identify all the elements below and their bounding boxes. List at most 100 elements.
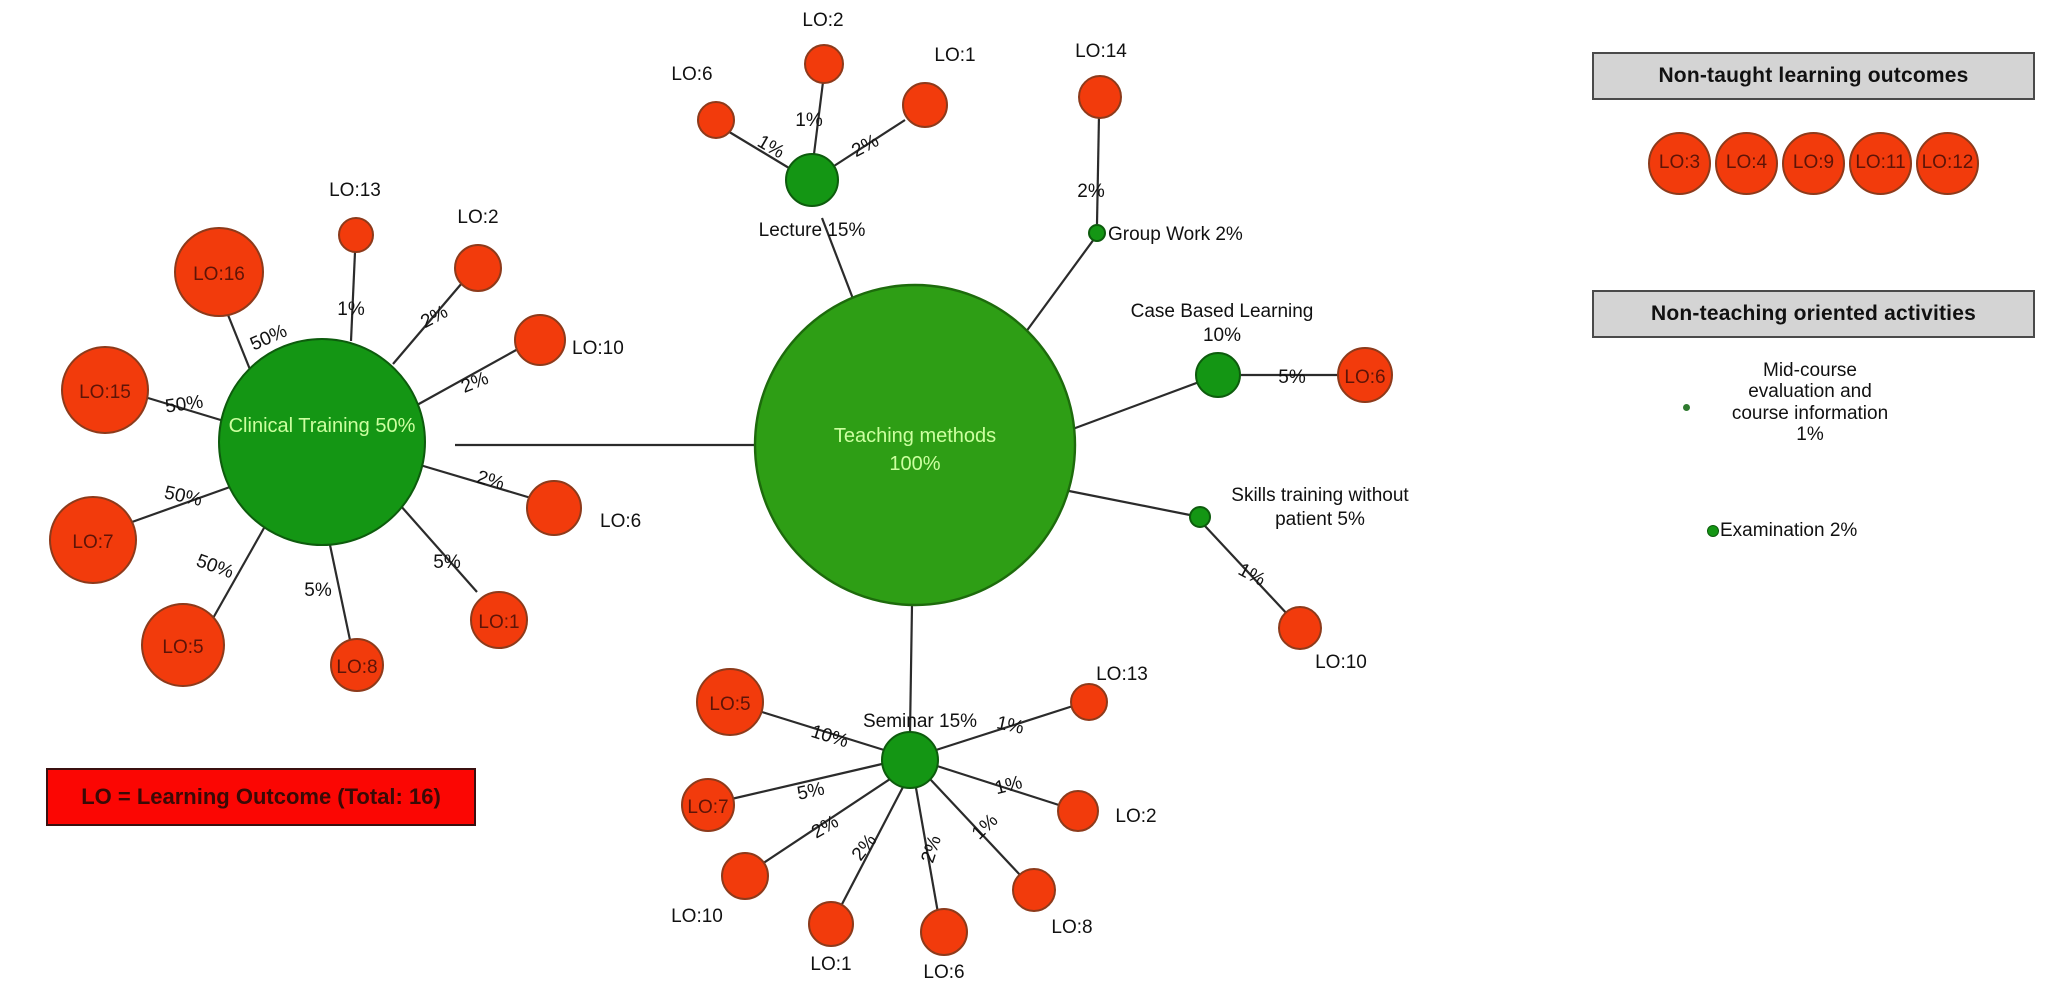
ct-leaf-lo13[interactable]: LO:13 1% xyxy=(329,180,381,320)
ct-lo16-label: LO:16 xyxy=(193,264,245,285)
node-skills-training[interactable]: Skills training without patient 5% xyxy=(1189,485,1409,530)
edge-sem-lo10 xyxy=(761,778,891,865)
lec-lo2-circle[interactable] xyxy=(804,44,844,84)
ct-lo16-circle[interactable] xyxy=(174,227,264,317)
edge-ct-lo13 xyxy=(349,251,357,342)
lec-leaf-lo6[interactable]: LO:6 1% xyxy=(671,64,788,163)
edge-gw-lo14 xyxy=(1095,114,1101,225)
sem-leaf-lo2[interactable]: LO:2 1% xyxy=(993,772,1157,832)
lec-leaf-lo2[interactable]: LO:2 1% xyxy=(795,10,844,131)
edge-lec-lo6 xyxy=(725,129,790,169)
examination-entry: Examination 2% xyxy=(1707,520,1857,542)
skl-lo10-circle[interactable] xyxy=(1278,606,1322,650)
ct-lo7-label: LO:7 xyxy=(72,532,113,553)
node-group-work[interactable]: Group Work 2% xyxy=(1088,224,1243,245)
edge-root-skills-training xyxy=(1063,488,1201,519)
non-taught-lo-9[interactable]: LO:9 xyxy=(1782,131,1845,195)
case-based-learning-circle[interactable] xyxy=(1195,352,1241,398)
ct-leaf-lo1[interactable]: LO:1 5% xyxy=(433,552,528,649)
examination-label: Examination 2% xyxy=(1720,520,1858,541)
case-based-learning-label-line1: Case Based Learning xyxy=(1131,301,1314,322)
edge-sem-lo2 xyxy=(936,764,1063,808)
ct-lo7-circle[interactable] xyxy=(49,496,137,584)
sem-lo10-label: LO:10 xyxy=(671,906,723,927)
edge-sem-lo8 xyxy=(929,778,1022,877)
non-teaching-panel-title: Non-teaching oriented activities xyxy=(1592,290,2035,338)
sem-lo13-circle[interactable] xyxy=(1070,683,1108,721)
ct-leaf-lo7[interactable]: LO:7 50% xyxy=(49,482,204,584)
clinical-training-circle[interactable] xyxy=(218,338,426,546)
non-taught-panel-title: Non-taught learning outcomes xyxy=(1592,52,2035,100)
ct-lo1-circle[interactable] xyxy=(470,591,528,649)
sem-leaf-lo13[interactable]: LO:13 1% xyxy=(995,664,1148,739)
sem-lo6-circle[interactable] xyxy=(920,908,968,956)
edge-ct-lo15 xyxy=(147,396,225,423)
ct-lo15-label: LO:15 xyxy=(79,382,131,403)
ct-leaf-lo10[interactable]: LO:10 2% xyxy=(458,314,624,398)
ct-leaf-lo15[interactable]: LO:15 50% xyxy=(61,346,205,434)
ct-lo2-circle[interactable] xyxy=(454,244,502,292)
lo-definition-legend: LO = Learning Outcome (Total: 16) xyxy=(46,768,476,826)
sem-lo13-pct: 1% xyxy=(995,712,1026,738)
non-taught-lo-4[interactable]: LO:4 xyxy=(1715,131,1778,195)
lec-lo6-circle[interactable] xyxy=(697,101,735,139)
ct-lo2-label: LO:2 xyxy=(457,207,498,228)
node-lecture[interactable]: Lecture 15% xyxy=(759,153,866,241)
lec-leaf-lo1[interactable]: LO:1 2% xyxy=(848,45,975,162)
edge-ct-lo1 xyxy=(399,504,478,593)
ct-lo13-circle[interactable] xyxy=(338,217,374,253)
ct-lo8-circle[interactable] xyxy=(330,638,384,692)
ct-lo6-circle[interactable] xyxy=(526,480,582,536)
ct-lo8-label: LO:8 xyxy=(336,657,377,678)
sem-lo2-circle[interactable] xyxy=(1057,790,1099,832)
non-taught-lo-11[interactable]: LO:11 xyxy=(1849,131,1912,195)
ct-leaf-lo5[interactable]: LO:5 50% xyxy=(141,550,236,687)
gw-lo14-circle[interactable] xyxy=(1078,75,1122,119)
gw-leaf-lo14[interactable]: LO:14 2% xyxy=(1075,41,1127,202)
ct-lo5-circle[interactable] xyxy=(141,603,225,687)
cbl-lo6-label: LO:6 xyxy=(1344,367,1385,388)
sem-leaf-lo5[interactable]: LO:5 10% xyxy=(696,668,851,752)
ct-leaf-lo6[interactable]: LO:6 2% xyxy=(474,467,641,536)
ct-leaf-lo2[interactable]: LO:2 2% xyxy=(417,207,502,333)
ct-lo1-label: LO:1 xyxy=(478,612,519,633)
node-teaching-methods[interactable]: Teaching methods 100% xyxy=(753,283,1077,607)
sem-leaf-lo1[interactable]: LO:1 2% xyxy=(808,830,881,975)
sem-leaf-lo7[interactable]: LO:7 5% xyxy=(681,778,827,832)
sem-lo8-pct: 1% xyxy=(968,810,1002,844)
ct-lo13-label: LO:13 xyxy=(329,180,381,201)
cbl-leaf-lo6[interactable]: LO:6 5% xyxy=(1278,347,1393,403)
ct-lo15-circle[interactable] xyxy=(61,346,149,434)
edge-ct-lo5 xyxy=(211,527,265,621)
edge-sem-lo6 xyxy=(914,787,940,914)
ct-lo10-circle[interactable] xyxy=(514,314,566,366)
sem-lo5-label: LO:5 xyxy=(709,694,750,715)
cbl-lo6-circle[interactable] xyxy=(1337,347,1393,403)
edge-root-lecture xyxy=(820,217,857,305)
node-clinical-training[interactable]: Clinical Training 50% xyxy=(218,338,426,546)
case-based-learning-label-line2: 10% xyxy=(1203,325,1241,346)
skills-training-circle[interactable] xyxy=(1189,506,1211,528)
node-seminar[interactable]: Seminar 15% xyxy=(863,711,977,789)
seminar-circle[interactable] xyxy=(881,731,939,789)
non-taught-lo-3[interactable]: LO:3 xyxy=(1648,131,1711,195)
non-taught-lo-12[interactable]: LO:12 xyxy=(1916,131,1979,195)
teaching-methods-label-line1: Teaching methods xyxy=(834,425,996,447)
sem-lo1-circle[interactable] xyxy=(808,901,854,947)
ct-leaf-lo16[interactable]: LO:16 50% xyxy=(174,227,290,355)
sem-lo7-circle[interactable] xyxy=(681,778,735,832)
lec-lo1-circle[interactable] xyxy=(902,82,948,128)
sem-lo10-circle[interactable] xyxy=(721,852,769,900)
edge-root-case-based xyxy=(1069,373,1219,432)
node-case-based-learning[interactable]: Case Based Learning 10% xyxy=(1131,301,1314,398)
ct-leaf-lo8[interactable]: LO:8 5% xyxy=(304,580,384,692)
teaching-methods-circle[interactable] xyxy=(753,283,1077,607)
sem-leaf-lo6[interactable]: LO:6 2% xyxy=(918,833,968,983)
sem-lo5-circle[interactable] xyxy=(696,668,764,736)
sem-lo8-circle[interactable] xyxy=(1012,868,1056,912)
lec-lo6-pct: 1% xyxy=(754,131,788,163)
group-work-circle[interactable] xyxy=(1088,224,1106,242)
skl-leaf-lo10[interactable]: LO:10 1% xyxy=(1235,559,1367,673)
lec-lo1-pct: 2% xyxy=(848,130,882,161)
lecture-circle[interactable] xyxy=(785,153,839,207)
